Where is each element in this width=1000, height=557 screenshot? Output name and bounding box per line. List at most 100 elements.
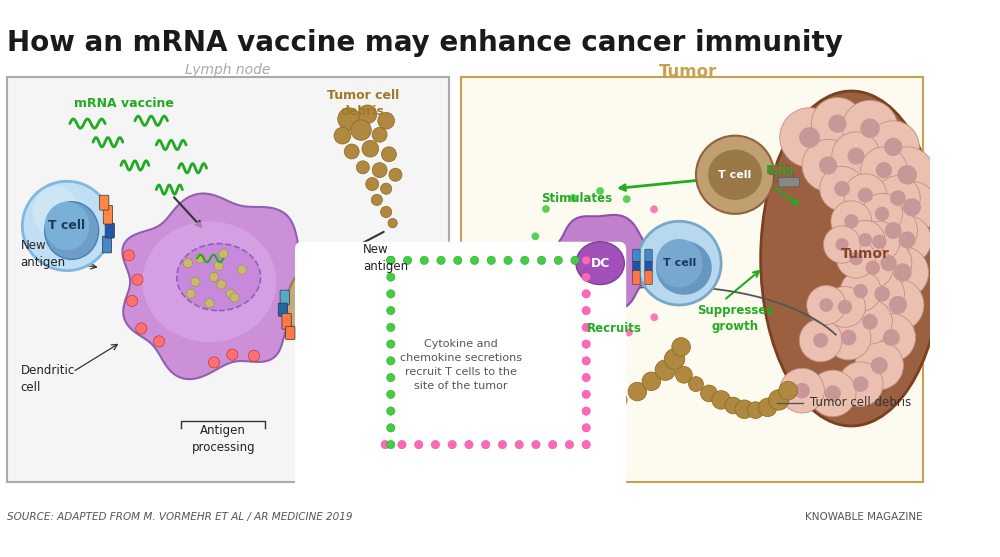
Circle shape [831,201,872,242]
Circle shape [859,221,900,262]
Circle shape [836,238,849,251]
Circle shape [543,206,550,213]
Circle shape [358,105,377,124]
Ellipse shape [656,239,703,287]
Circle shape [568,192,576,199]
Circle shape [861,147,907,193]
Circle shape [208,357,220,368]
Circle shape [582,290,590,298]
Circle shape [487,256,495,265]
Circle shape [725,397,742,414]
Ellipse shape [45,202,89,250]
Circle shape [372,163,387,178]
Circle shape [403,256,412,265]
Circle shape [852,247,893,289]
FancyBboxPatch shape [769,165,790,175]
Circle shape [880,255,897,271]
Text: KNOWABLE MAGAZINE: KNOWABLE MAGAZINE [805,512,923,522]
Circle shape [248,350,260,361]
Bar [461,77,923,482]
Circle shape [825,385,841,402]
FancyBboxPatch shape [645,271,652,285]
Circle shape [529,260,537,267]
Circle shape [387,373,395,382]
Circle shape [865,240,912,286]
Circle shape [899,231,916,248]
Circle shape [876,246,929,299]
Circle shape [567,330,575,338]
Circle shape [219,249,228,258]
Circle shape [662,232,669,240]
Circle shape [420,256,428,265]
Circle shape [780,108,839,167]
Text: Recruits: Recruits [587,322,642,335]
Circle shape [551,393,566,407]
Circle shape [582,323,590,331]
Ellipse shape [177,243,261,311]
Text: Stimulates: Stimulates [541,192,612,204]
Circle shape [387,290,395,298]
Ellipse shape [708,150,762,200]
Circle shape [876,162,892,178]
Circle shape [874,286,890,302]
Circle shape [398,441,406,449]
Circle shape [183,258,193,268]
Circle shape [838,300,852,314]
Circle shape [582,256,590,265]
Circle shape [811,97,863,150]
Circle shape [381,441,389,449]
Circle shape [645,308,653,316]
Ellipse shape [301,278,368,341]
Circle shape [810,370,856,417]
Circle shape [465,441,473,449]
Circle shape [883,216,931,264]
Circle shape [226,289,235,299]
Circle shape [844,214,859,228]
FancyBboxPatch shape [286,326,295,339]
Circle shape [834,181,850,197]
Circle shape [351,120,371,140]
Circle shape [415,441,423,449]
Circle shape [338,108,360,130]
Circle shape [886,181,938,233]
Circle shape [381,207,392,218]
Circle shape [628,382,647,401]
FancyBboxPatch shape [282,314,291,329]
Circle shape [866,261,880,275]
Circle shape [565,441,574,449]
Circle shape [123,250,134,261]
Polygon shape [548,215,654,310]
Circle shape [653,203,660,211]
Circle shape [794,383,810,398]
Text: Suppresses
growth: Suppresses growth [697,305,773,334]
FancyBboxPatch shape [102,236,112,253]
Circle shape [862,314,878,330]
Circle shape [214,261,223,271]
Circle shape [610,392,627,408]
Circle shape [828,114,847,133]
FancyBboxPatch shape [645,261,652,272]
Circle shape [858,233,872,247]
Circle shape [482,441,490,449]
Circle shape [387,356,395,365]
Circle shape [593,400,608,415]
Circle shape [780,368,824,413]
Circle shape [496,384,509,397]
Circle shape [387,306,395,315]
Circle shape [536,407,553,423]
Circle shape [498,441,507,449]
Circle shape [838,362,883,407]
Circle shape [529,287,536,295]
Circle shape [454,256,462,265]
Ellipse shape [576,242,624,285]
Circle shape [885,222,902,239]
Circle shape [387,340,395,348]
Circle shape [237,265,247,274]
Circle shape [344,144,359,159]
Circle shape [582,273,590,281]
Circle shape [820,167,864,211]
Circle shape [230,293,239,302]
Circle shape [840,271,881,311]
Circle shape [701,385,717,402]
Text: New
antigen: New antigen [363,243,408,273]
